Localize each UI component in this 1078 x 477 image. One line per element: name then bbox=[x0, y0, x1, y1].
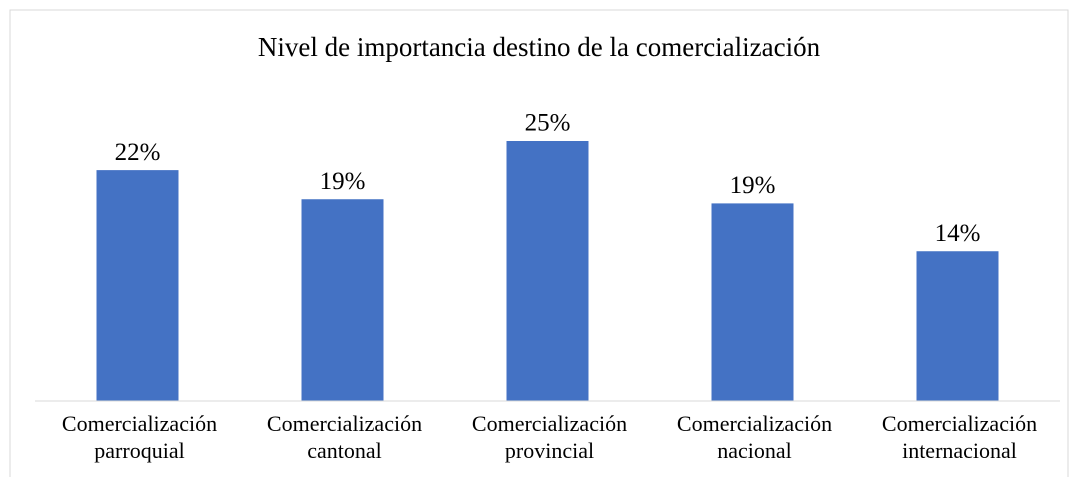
x-tick-label: Comercialización nacional bbox=[676, 411, 833, 463]
x-tick-label: Comercialización parroquial bbox=[61, 411, 218, 463]
bar bbox=[506, 141, 589, 401]
data-label: 22% bbox=[115, 139, 161, 166]
chart-border bbox=[9, 9, 1069, 477]
x-tick-label: Comercialización internacional bbox=[881, 411, 1038, 463]
x-tick-label: Comercialización cantonal bbox=[266, 411, 423, 463]
data-label: 14% bbox=[935, 220, 981, 247]
chart-title: Nivel de importancia destino de la comer… bbox=[258, 32, 821, 62]
bar bbox=[711, 203, 794, 401]
data-label: 19% bbox=[730, 172, 776, 199]
bar bbox=[96, 170, 179, 401]
bar bbox=[916, 251, 999, 401]
data-label: 25% bbox=[525, 110, 571, 137]
data-label: 19% bbox=[320, 168, 366, 195]
x-tick-label: Comercialización provincial bbox=[471, 411, 628, 463]
bar bbox=[301, 199, 384, 401]
